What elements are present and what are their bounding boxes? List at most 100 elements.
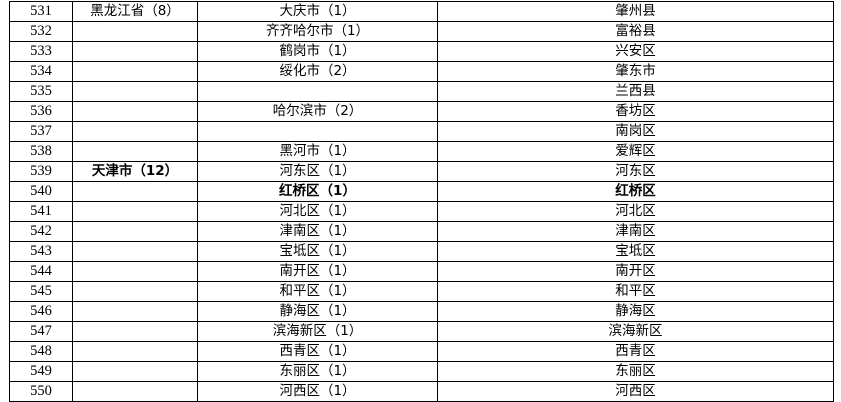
cell-district: 西青区 bbox=[437, 341, 834, 362]
cell-province bbox=[72, 41, 198, 62]
cell-city: 东丽区（1） bbox=[197, 361, 438, 382]
cell-province bbox=[72, 241, 198, 262]
cell-city: 绥化市（2） bbox=[197, 61, 438, 82]
cell-province bbox=[72, 121, 198, 142]
cell-index: 533 bbox=[9, 41, 73, 62]
cell-city: 齐齐哈尔市（1） bbox=[197, 21, 438, 42]
table-row: 531 黑龙江省（8） 大庆市（1） 肇州县 bbox=[9, 1, 834, 22]
cell-province: 天津市（12） bbox=[72, 161, 198, 182]
table-body: 531 黑龙江省（8） 大庆市（1） 肇州县 532 齐齐哈尔市（1） 富裕县 533 鹤岗市（… bbox=[9, 1, 834, 402]
table-row: 542 津南区（1） 津南区 bbox=[9, 221, 834, 242]
cell-index: 537 bbox=[9, 121, 73, 142]
table-row: 533 鹤岗市（1） 兴安区 bbox=[9, 41, 834, 62]
cell-index: 542 bbox=[9, 221, 73, 242]
cell-district: 宝坻区 bbox=[437, 241, 834, 262]
cell-city: 哈尔滨市（2） bbox=[197, 101, 438, 122]
table-row: 544 南开区（1） 南开区 bbox=[9, 261, 834, 282]
cell-city: 河北区（1） bbox=[197, 201, 438, 222]
table-row: 547 滨海新区（1） 滨海新区 bbox=[9, 321, 834, 342]
cell-city: 静海区（1） bbox=[197, 301, 438, 322]
table-row: 534 绥化市（2） 肇东市 bbox=[9, 61, 834, 82]
cell-city: 河东区（1） bbox=[197, 161, 438, 182]
cell-province bbox=[72, 261, 198, 282]
table-row: 541 河北区（1） 河北区 bbox=[9, 201, 834, 222]
table-row: 546 静海区（1） 静海区 bbox=[9, 301, 834, 322]
cell-district: 兴安区 bbox=[437, 41, 834, 62]
cell-district: 河西区 bbox=[437, 381, 834, 402]
cell-province bbox=[72, 341, 198, 362]
table-row: 532 齐齐哈尔市（1） 富裕县 bbox=[9, 21, 834, 42]
cell-district: 河东区 bbox=[437, 161, 834, 182]
cell-city: 鹤岗市（1） bbox=[197, 41, 438, 62]
cell-district: 东丽区 bbox=[437, 361, 834, 382]
cell-province bbox=[72, 301, 198, 322]
cell-index: 538 bbox=[9, 141, 73, 162]
cell-city: 河西区（1） bbox=[197, 381, 438, 402]
cell-province bbox=[72, 381, 198, 402]
cell-city: 黑河市（1） bbox=[197, 141, 438, 162]
cell-index: 532 bbox=[9, 21, 73, 42]
cell-city: 宝坻区（1） bbox=[197, 241, 438, 262]
cell-province bbox=[72, 21, 198, 42]
cell-index: 539 bbox=[9, 161, 73, 182]
cell-city: 西青区（1） bbox=[197, 341, 438, 362]
cell-index: 540 bbox=[9, 181, 73, 202]
table-row: 539 天津市（12） 河东区（1） 河东区 bbox=[9, 161, 834, 182]
cell-index: 550 bbox=[9, 381, 73, 402]
cell-district: 香坊区 bbox=[437, 101, 834, 122]
table-row: 549 东丽区（1） 东丽区 bbox=[9, 361, 834, 382]
cell-district: 津南区 bbox=[437, 221, 834, 242]
cell-city: 大庆市（1） bbox=[197, 1, 438, 22]
table-row: 543 宝坻区（1） 宝坻区 bbox=[9, 241, 834, 262]
cell-district: 滨海新区 bbox=[437, 321, 834, 342]
cell-district: 南开区 bbox=[437, 261, 834, 282]
cell-province bbox=[72, 81, 198, 102]
cell-province: 黑龙江省（8） bbox=[72, 1, 198, 22]
cell-province bbox=[72, 321, 198, 342]
cell-city: 和平区（1） bbox=[197, 281, 438, 302]
table-row: 537 南岗区 bbox=[9, 121, 834, 142]
cell-district: 爱辉区 bbox=[437, 141, 834, 162]
cell-district: 红桥区 bbox=[437, 181, 834, 202]
cell-district: 南岗区 bbox=[437, 121, 834, 142]
cell-district: 富裕县 bbox=[437, 21, 834, 42]
cell-city bbox=[197, 81, 438, 102]
cell-index: 535 bbox=[9, 81, 73, 102]
cell-index: 547 bbox=[9, 321, 73, 342]
cell-index: 545 bbox=[9, 281, 73, 302]
cell-index: 536 bbox=[9, 101, 73, 122]
cell-province bbox=[72, 141, 198, 162]
cell-city: 滨海新区（1） bbox=[197, 321, 438, 342]
cell-district: 和平区 bbox=[437, 281, 834, 302]
cell-index: 534 bbox=[9, 61, 73, 82]
cell-index: 546 bbox=[9, 301, 73, 322]
cell-province bbox=[72, 61, 198, 82]
cell-index: 531 bbox=[9, 1, 73, 22]
table-row: 536 哈尔滨市（2） 香坊区 bbox=[9, 101, 834, 122]
cell-province bbox=[72, 201, 198, 222]
cell-province bbox=[72, 281, 198, 302]
cell-province bbox=[72, 181, 198, 202]
cell-city: 南开区（1） bbox=[197, 261, 438, 282]
cell-district: 兰西县 bbox=[437, 81, 834, 102]
cell-index: 544 bbox=[9, 261, 73, 282]
cell-province bbox=[72, 221, 198, 242]
cell-index: 543 bbox=[9, 241, 73, 262]
table-row: 540 红桥区（1） 红桥区 bbox=[9, 181, 834, 202]
cell-index: 548 bbox=[9, 341, 73, 362]
table-row: 538 黑河市（1） 爱辉区 bbox=[9, 141, 834, 162]
region-listing-table: 531 黑龙江省（8） 大庆市（1） 肇州县 532 齐齐哈尔市（1） 富裕县 533 鹤岗市（… bbox=[9, 1, 834, 402]
table-row: 550 河西区（1） 河西区 bbox=[9, 381, 834, 402]
cell-district: 河北区 bbox=[437, 201, 834, 222]
cell-province bbox=[72, 361, 198, 382]
cell-index: 549 bbox=[9, 361, 73, 382]
table-row: 535 兰西县 bbox=[9, 81, 834, 102]
table-row: 548 西青区（1） 西青区 bbox=[9, 341, 834, 362]
cell-city: 津南区（1） bbox=[197, 221, 438, 242]
cell-city bbox=[197, 121, 438, 142]
cell-district: 肇东市 bbox=[437, 61, 834, 82]
cell-index: 541 bbox=[9, 201, 73, 222]
cell-district: 静海区 bbox=[437, 301, 834, 322]
table-row: 545 和平区（1） 和平区 bbox=[9, 281, 834, 302]
